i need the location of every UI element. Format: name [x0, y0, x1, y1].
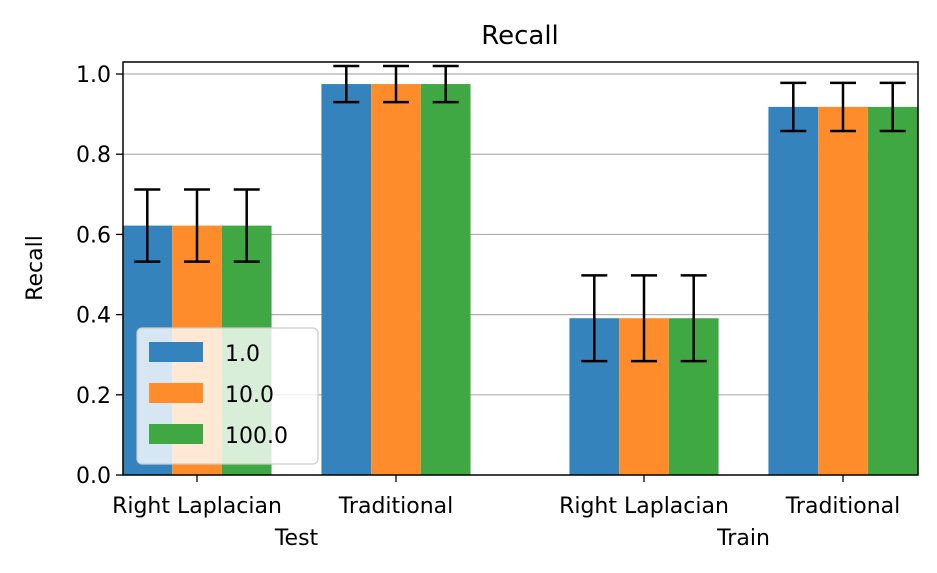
legend-label: 1.0 [225, 342, 260, 367]
y-tick-label: 1.0 [76, 63, 111, 88]
legend-label: 10.0 [225, 383, 274, 408]
group-label: Train [716, 526, 770, 551]
legend: 1.0 10.0 100.0 [136, 327, 319, 465]
plot-frame [122, 61, 919, 476]
y-axis-label: Recall [23, 235, 48, 301]
bar [420, 84, 471, 475]
legend-swatch [149, 342, 203, 362]
x-tick-label: Right Laplacian [559, 494, 729, 519]
legend-swatch [149, 383, 203, 403]
error-bars [134, 64, 906, 363]
bar [371, 84, 421, 475]
y-tick-label: 0.6 [76, 223, 111, 248]
bar [818, 106, 868, 475]
x-tick-label: Right Laplacian [112, 494, 282, 519]
bar [867, 106, 918, 475]
legend-swatch [149, 424, 203, 444]
x-tick-label: Traditional [785, 494, 901, 519]
x-tick-label: Traditional [338, 494, 454, 519]
y-tick-label: 0.8 [76, 143, 111, 168]
y-tick-label: 0.2 [76, 384, 111, 409]
chart-title: Recall [481, 21, 559, 51]
legend-label: 100.0 [225, 424, 288, 449]
x-axis-ticks: Right Laplacian Traditional Right Laplacia… [112, 475, 900, 551]
group-label: Test [274, 526, 319, 551]
y-tick-label: 0.4 [76, 304, 111, 329]
y-tick-label: 0.0 [76, 464, 111, 489]
y-axis-ticks: 0.0 0.2 0.4 0.6 0.8 1.0 [76, 63, 123, 489]
bar [768, 106, 819, 475]
bar [321, 84, 372, 475]
